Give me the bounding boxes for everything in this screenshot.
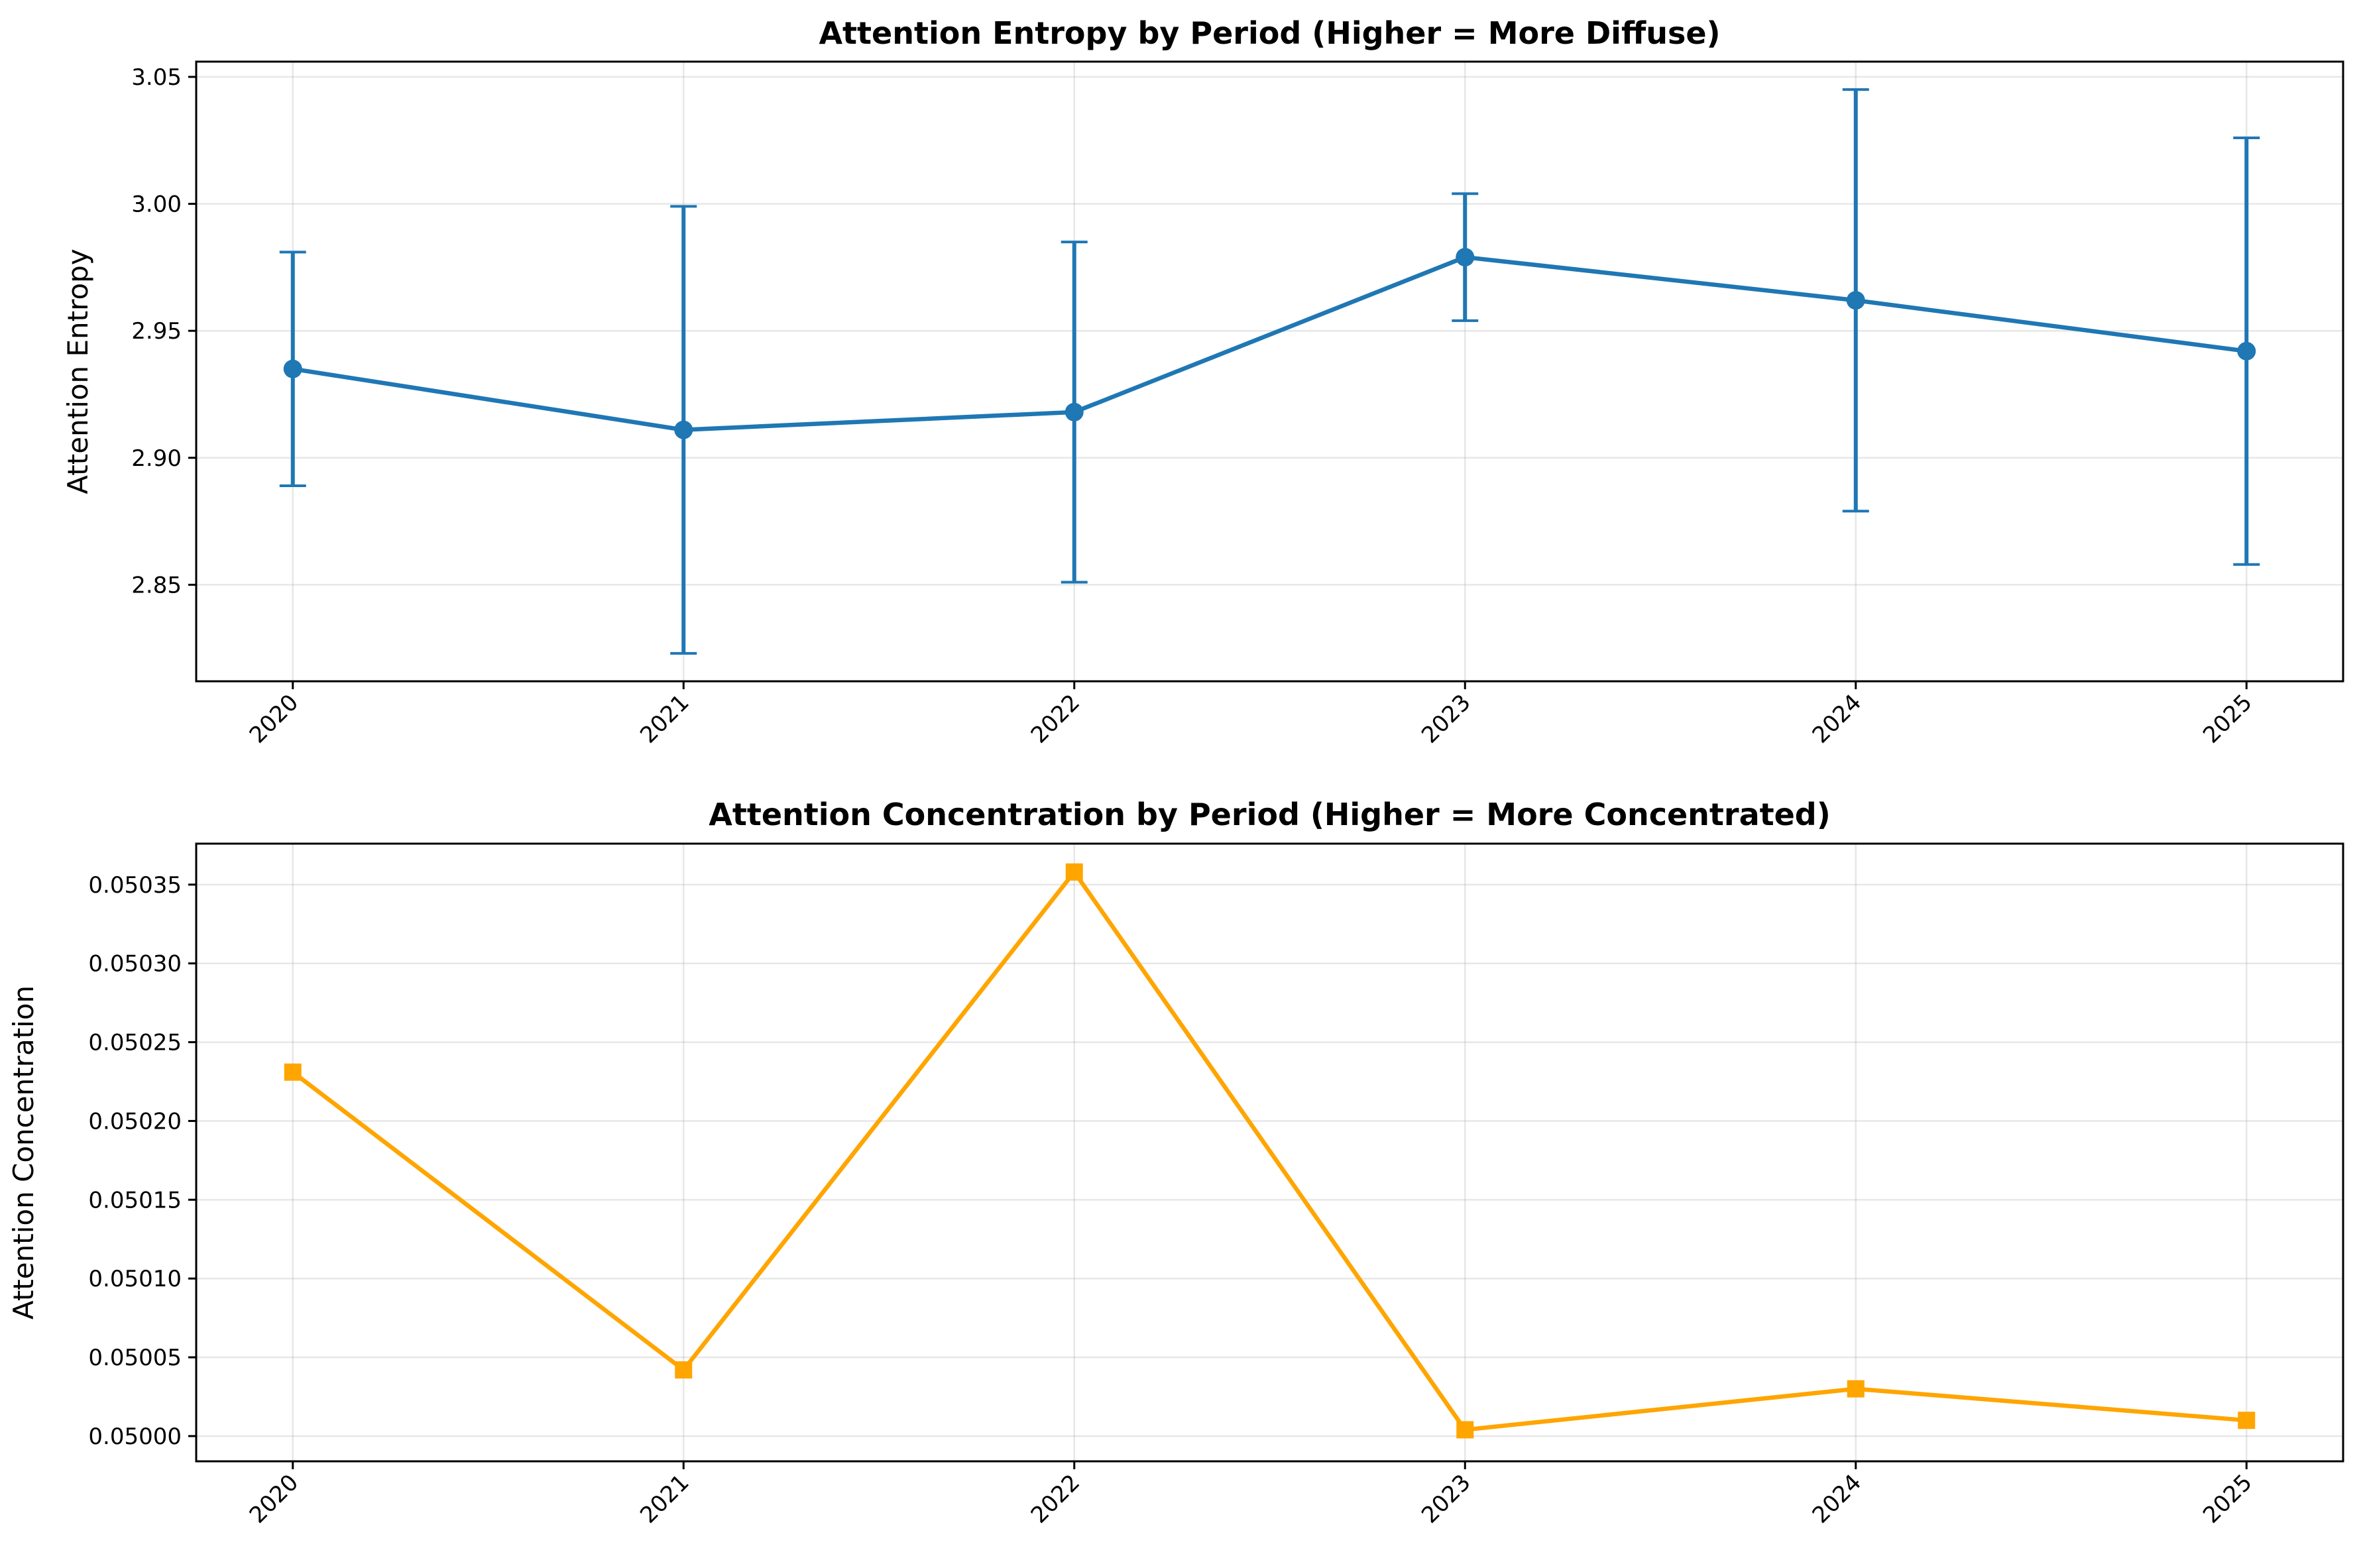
y-tick-label: 0.05005 <box>88 1345 182 1371</box>
data-point <box>1847 1380 1865 1398</box>
data-point <box>1065 863 1083 881</box>
data-point <box>1456 1421 1474 1439</box>
concentration-chart: 0.05000 0.05005 0.05010 0.05015 0.05020 0.050… <box>7 797 2344 1529</box>
data-point <box>675 1361 693 1379</box>
error-bars <box>279 88 2260 655</box>
y-tick-label: 0.05015 <box>88 1187 182 1213</box>
x-tick-label: 2024 <box>1808 1469 1867 1528</box>
x-tick-label: 2020 <box>245 689 304 748</box>
x-tick-label: 2024 <box>1808 689 1867 748</box>
x-tick-label: 2025 <box>2198 1469 2257 1528</box>
y-tick-label: 2.85 <box>131 572 182 598</box>
series-line <box>291 869 2247 1432</box>
y-tick-label: 2.90 <box>131 445 182 472</box>
data-point <box>1065 402 1084 421</box>
plot-frame <box>195 842 2344 1463</box>
y-tick-label: 0.05035 <box>88 872 182 899</box>
x-tick-label: 2022 <box>1026 689 1085 748</box>
data-point <box>284 1063 302 1081</box>
x-tick-label: 2025 <box>2198 689 2257 748</box>
y-tick-label: 3.05 <box>131 64 182 91</box>
grid <box>196 844 2343 1461</box>
x-tick-label: 2023 <box>1416 1469 1475 1528</box>
plot-frame <box>195 60 2344 683</box>
data-point <box>2237 341 2256 361</box>
y-axis-label: Attention Concentration <box>7 985 40 1319</box>
x-tick-label: 2021 <box>635 689 694 748</box>
y-tick-label: 0.05000 <box>88 1424 182 1450</box>
data-point <box>1846 291 1865 310</box>
x-tick-label: 2023 <box>1416 689 1475 748</box>
y-tick-label: 0.05020 <box>88 1108 182 1135</box>
x-tick-label: 2020 <box>245 1469 304 1528</box>
data-point <box>2238 1412 2256 1429</box>
data-point <box>674 420 693 439</box>
y-axis-label: Attention Entropy <box>62 249 94 494</box>
y-tick-label: 0.05030 <box>88 951 182 978</box>
y-tick-label: 2.95 <box>131 318 182 345</box>
chart-title: Attention Entropy by Period (Higher = Mo… <box>819 15 1720 51</box>
grid <box>196 62 2343 681</box>
x-tick-label: 2021 <box>635 1469 694 1528</box>
series-line <box>292 254 2247 432</box>
y-tick-label: 0.05010 <box>88 1266 182 1292</box>
chart-title: Attention Concentration by Period (Highe… <box>709 797 1831 832</box>
entropy-chart: 2.85 2.90 2.95 3.00 3.05 2020 2021 2022 2023 2024… <box>62 15 2344 749</box>
x-tick-label: 2022 <box>1026 1469 1085 1528</box>
y-tick-label: 0.05025 <box>88 1030 182 1056</box>
data-point <box>1456 248 1475 267</box>
y-tick-label: 3.00 <box>131 192 182 218</box>
data-point <box>283 359 302 378</box>
